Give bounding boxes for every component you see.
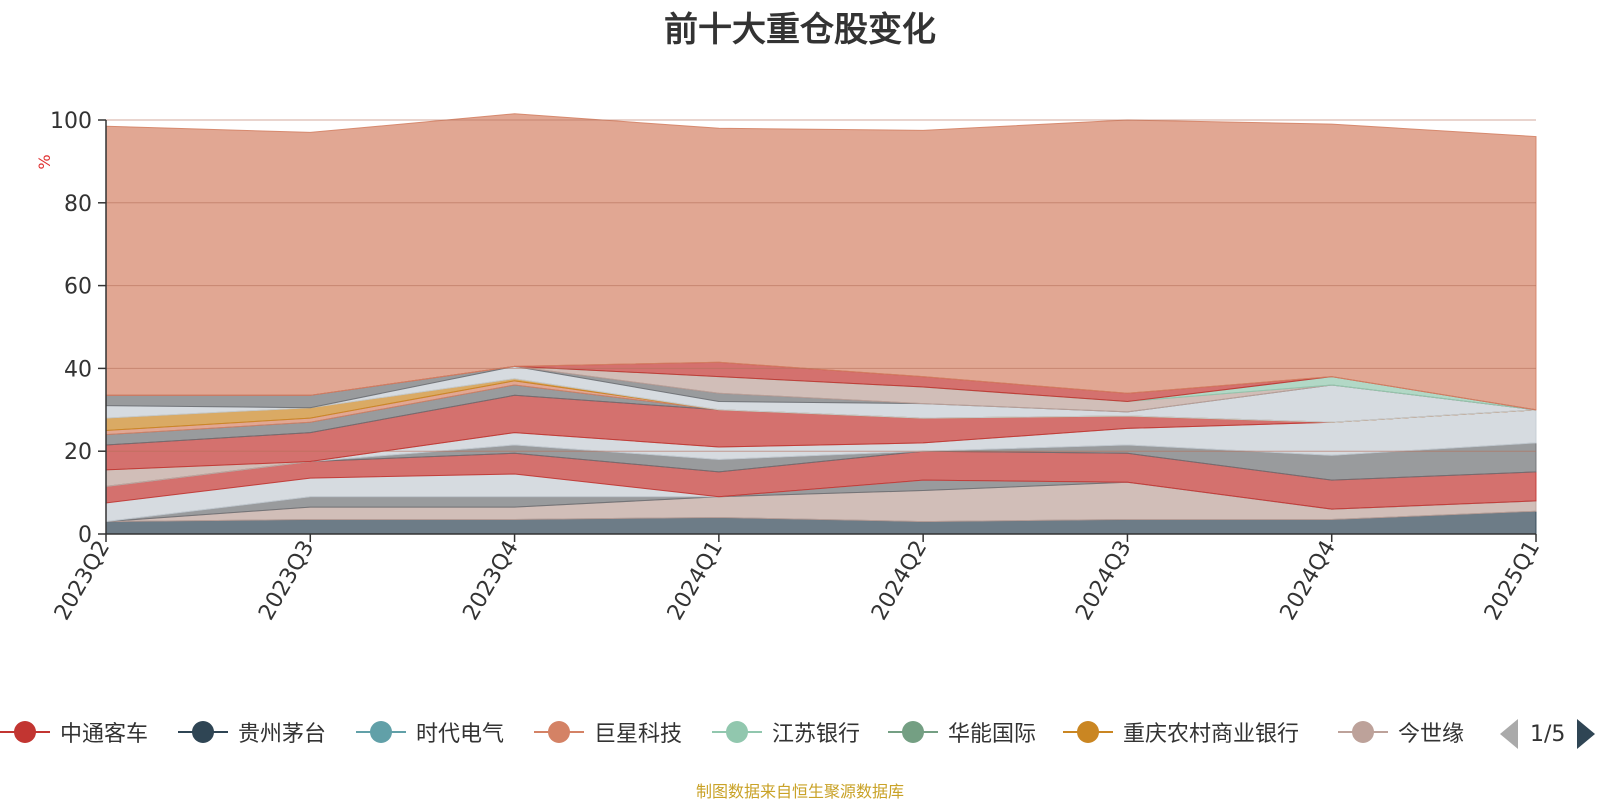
legend-label: 华能国际 [948,722,1037,747]
legend-page-indicator: 1/5 [1530,721,1566,747]
legend-marker-icon [888,720,938,744]
chart-title: 前十大重仓股变化 [664,10,936,50]
legend-marker-icon [1063,720,1113,744]
legend-label: 时代电气 [416,722,505,747]
legend-item[interactable]: 今世缘 [1338,712,1464,752]
legend-label: 今世缘 [1398,722,1465,747]
x-tick-label: 2024Q4 [1276,537,1341,625]
stacked-area-chart: 0 20 40 60 80 100% 2023Q2 2023Q3 2023Q4 2024Q1 202… [35,109,1545,625]
legend-next-page-icon[interactable] [1577,719,1596,749]
y-tick-label: 80 [64,192,92,217]
y-tick-label: 60 [64,275,92,300]
area-series-18[interactable] [105,113,1537,411]
y-tick-label: 20 [64,440,92,465]
legend-item[interactable]: 时代电气 [356,712,504,752]
legend-marker-icon [178,720,228,744]
legend-marker-icon [1338,720,1388,744]
legend-marker-icon [0,720,50,744]
x-tick-label: 2023Q2 [50,537,115,625]
source-note: 制图数据来自恒生聚源数据库 [695,782,904,801]
x-tick-label: 2023Q4 [458,537,523,625]
x-tick-label: 2025Q1 [1480,537,1545,625]
legend-marker-icon [712,720,762,744]
legend-item[interactable]: 华能国际 [888,712,1036,752]
legend-item[interactable]: 江苏银行 [712,712,860,752]
x-tick-label: 2024Q1 [663,537,728,625]
legend-pager: 1/5 [1500,718,1596,750]
y-tick-label: 40 [64,357,92,382]
legend-label: 江苏银行 [772,722,861,747]
legend-label: 贵州茅台 [238,722,327,747]
legend-prev-page-icon[interactable] [1500,719,1518,749]
legend-label: 重庆农村商业银行 [1123,722,1300,747]
legend-item[interactable]: 中通客车 [0,712,148,752]
legend-item[interactable]: 巨星科技 [534,712,682,752]
x-tick-label: 2023Q3 [254,537,319,625]
x-tick-label: 2024Q3 [1071,537,1136,625]
legend-label: 中通客车 [60,722,149,747]
legend-marker-icon [534,720,584,744]
legend: 中通客车 贵州茅台 时代电气 巨星科技 江苏银行 华能国际 重庆农村商业银行 今世缘 [0,712,1600,752]
x-tick-label: 2024Q2 [867,537,932,625]
legend-item[interactable]: 重庆农村商业银行 [1063,712,1299,752]
y-axis-label: % [35,154,54,169]
legend-item[interactable]: 贵州茅台 [178,712,326,752]
legend-label: 巨星科技 [594,722,683,747]
y-tick-label: 0 [78,523,92,548]
legend-marker-icon [356,720,406,744]
y-tick-label: 100 [50,109,92,134]
